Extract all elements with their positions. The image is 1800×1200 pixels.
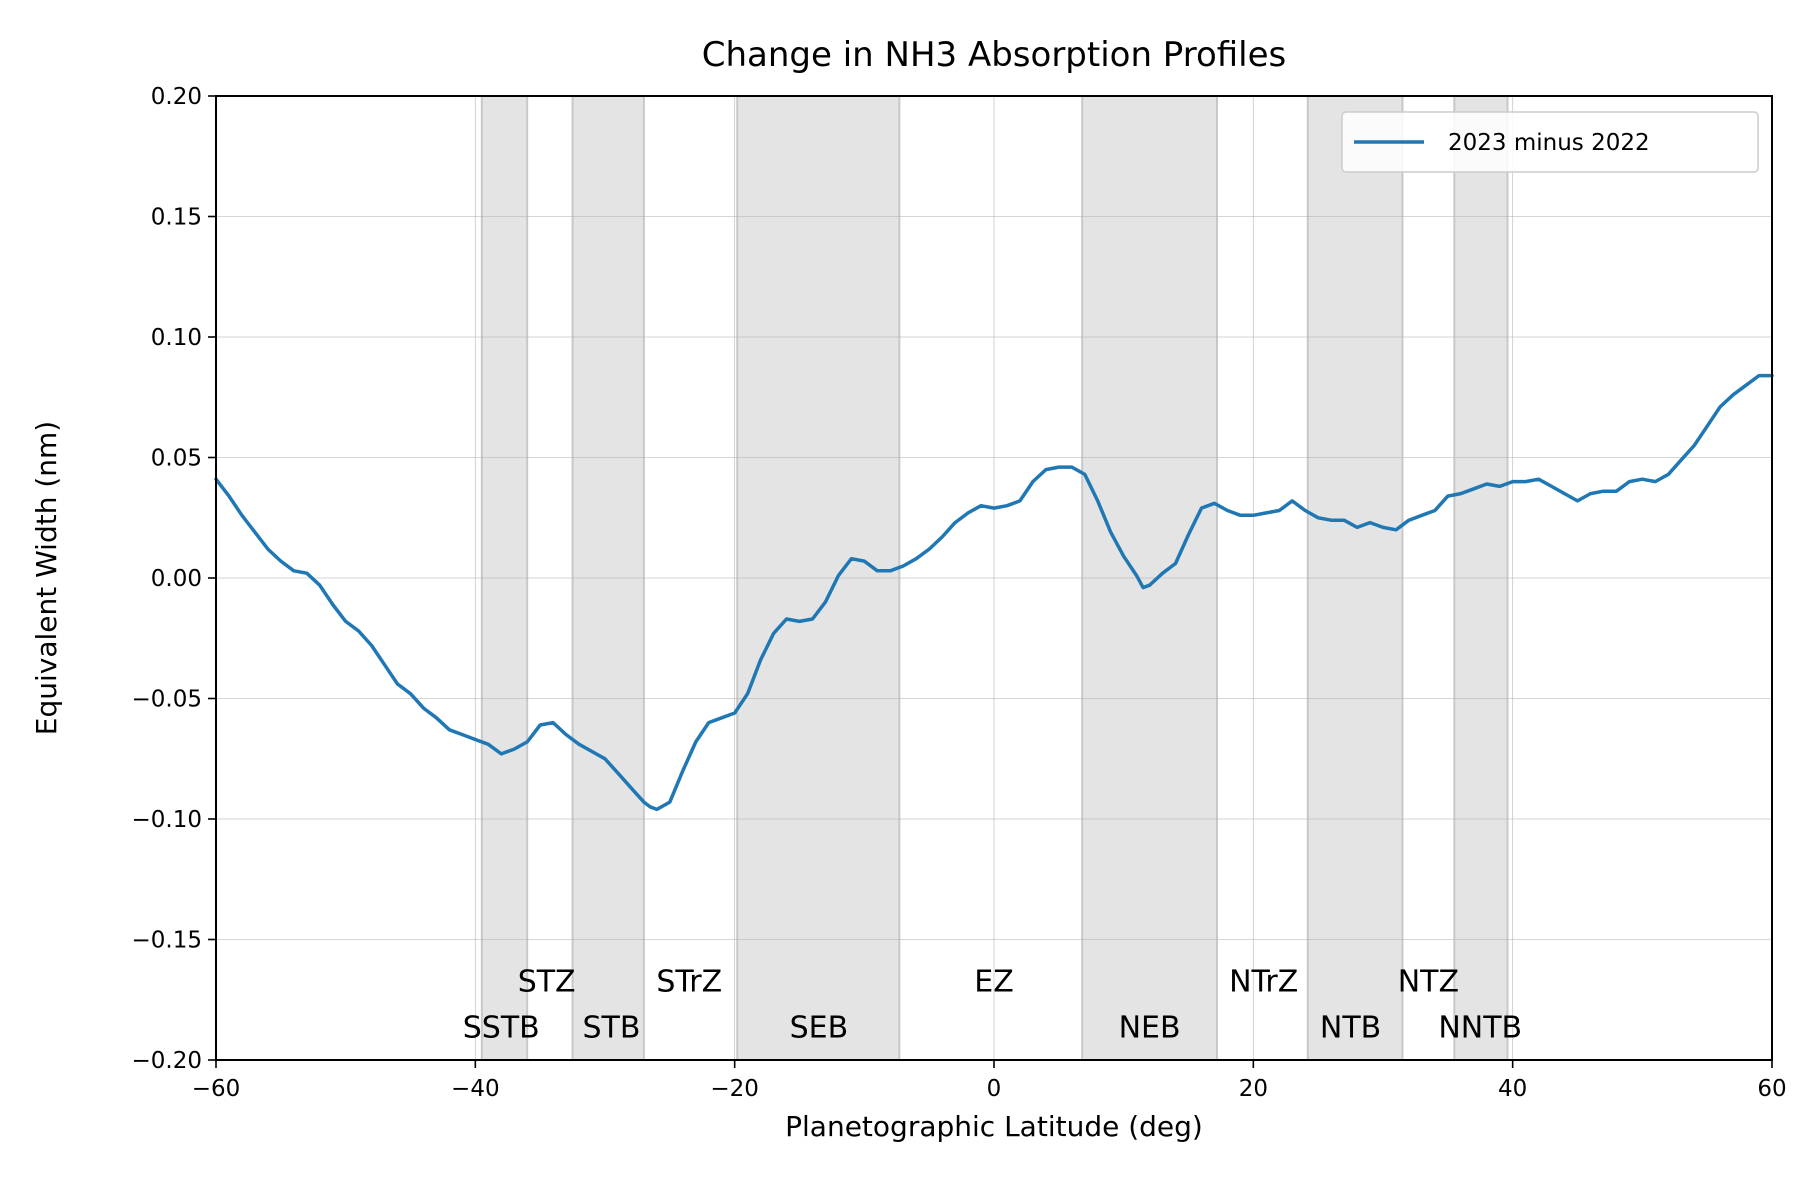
region-label-ez: EZ	[974, 964, 1014, 999]
chart-title: Change in NH3 Absorption Profiles	[702, 35, 1287, 75]
x-tick-label-4: 20	[1239, 1076, 1268, 1102]
legend-series-label: 2023 minus 2022	[1448, 130, 1650, 156]
region-label-seb: SEB	[790, 1010, 849, 1045]
region-label-nntb: NNTB	[1438, 1010, 1522, 1045]
y-axis-label: Equivalent Width (nm)	[30, 421, 63, 735]
y-axis-ticks: −0.20 −0.15 −0.10 −0.05 0.00 0.05 0.10 0.15 0.20	[132, 84, 216, 1074]
x-tick-label-3: 0	[987, 1076, 1002, 1102]
region-label-strz: STrZ	[656, 964, 722, 999]
region-label-stb: STB	[583, 1010, 641, 1045]
gridlines	[215, 95, 1773, 1061]
y-tick-label-8: 0.20	[151, 84, 202, 110]
x-tick-label-1: −40	[451, 1076, 500, 1102]
x-tick-label-0: −60	[192, 1076, 241, 1102]
series-line-0	[214, 373, 1774, 812]
region-label-ntb: NTB	[1320, 1010, 1381, 1045]
series-lines	[214, 373, 1774, 812]
region-label-stz: STZ	[518, 964, 576, 999]
x-tick-label-6: 60	[1757, 1076, 1786, 1102]
legend-box	[1341, 111, 1759, 173]
region-label-neb: NEB	[1119, 1010, 1181, 1045]
y-tick-label-7: 0.15	[151, 205, 202, 231]
region-label-ntz: NTZ	[1398, 964, 1459, 999]
y-tick-label-6: 0.10	[151, 325, 202, 351]
y-tick-label-4: 0.00	[151, 566, 202, 592]
y-tick-label-2: −0.10	[132, 807, 202, 833]
y-tick-label-1: −0.15	[132, 928, 202, 954]
region-label-sstb: SSTB	[463, 1010, 540, 1045]
x-tick-label-2: −20	[710, 1076, 759, 1102]
x-axis-ticks: −60 −40 −20 0 20 40 60	[192, 1060, 1787, 1102]
region-label-ntrz: NTrZ	[1229, 964, 1298, 999]
x-tick-label-5: 40	[1498, 1076, 1527, 1102]
legend: 2023 minus 2022	[1341, 111, 1759, 173]
x-axis-label: Planetographic Latitude (deg)	[785, 1110, 1203, 1143]
y-tick-label-5: 0.05	[151, 446, 202, 472]
region-labels: STZ STrZ EZ NTrZ NTZ SSTB STB SEB NEB NTB NNTB	[463, 964, 1522, 1045]
y-tick-label-3: −0.05	[132, 687, 202, 713]
y-tick-label-0: −0.20	[132, 1048, 202, 1074]
